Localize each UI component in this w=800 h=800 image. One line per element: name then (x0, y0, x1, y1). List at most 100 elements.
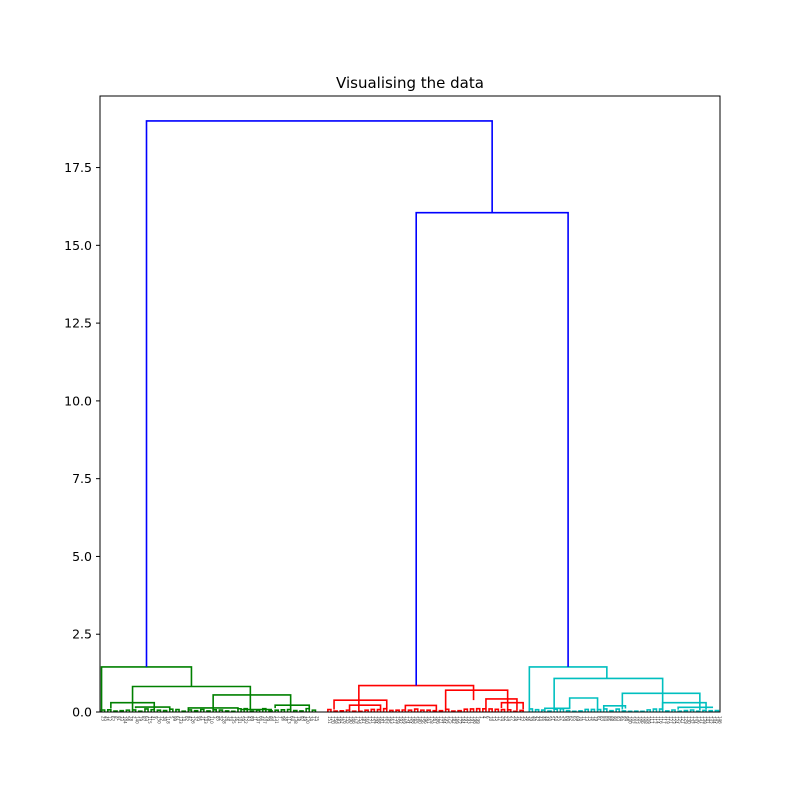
leaf-label: 118 (166, 716, 171, 724)
cluster-cyan-merge (661, 701, 707, 710)
y-tick-label: 15.0 (64, 238, 92, 253)
leaf-label: 30 (163, 716, 168, 722)
leaf-label: 147 (256, 716, 261, 724)
leaf-label: 179 (355, 716, 360, 724)
cluster-green-merge (212, 694, 292, 711)
leaf-label: 160 (364, 716, 369, 724)
cluster-green-leaf-merge (274, 709, 280, 712)
cluster-cyan-leaf-merge (540, 709, 546, 712)
leaf-label: 182 (451, 716, 456, 724)
leaf-label: 67 (110, 716, 115, 722)
leaf-label: 40 (531, 716, 536, 722)
leaf-label: 14 (181, 716, 186, 722)
leaf-label: 88 (609, 716, 614, 722)
cluster-red-merge (358, 684, 475, 712)
leaf-label: 102 (631, 716, 636, 724)
leaf-label: 72 (159, 716, 164, 722)
leaf-label: 29 (265, 716, 270, 722)
cluster-red-leaf-merge (506, 709, 512, 712)
cluster-cyan-merge (553, 677, 664, 711)
cluster-cyan-leaf-merge (590, 708, 596, 712)
leaf-label: 36 (525, 716, 530, 722)
leaf-label: 150 (156, 716, 161, 724)
leaf-label: 52 (218, 716, 223, 722)
cluster-cyan-merge (528, 666, 608, 712)
cluster-green-leaf-merge (150, 708, 156, 712)
cluster-cyan-leaf-merge (553, 708, 559, 712)
leaf-label: 108 (643, 716, 648, 724)
leaf-label: 60 (566, 716, 571, 722)
leaf-label: 123 (671, 716, 676, 724)
leaf-label: 199 (476, 716, 481, 724)
leaf-label: 159 (395, 716, 400, 724)
top-link-red-cyan (415, 211, 569, 686)
cluster-cyan-leaf-merge (615, 708, 621, 712)
leaf-label: 76 (590, 716, 595, 722)
cluster-cyan-merge (602, 704, 627, 711)
leaf-label: 65 (572, 716, 577, 722)
leaf-label: 92 (299, 716, 304, 722)
cluster-red-leaf-merge (475, 707, 481, 712)
leaf-label: 163 (389, 716, 394, 724)
leaf-label: 84 (603, 716, 608, 722)
leaf-label: 172 (457, 716, 462, 724)
leaf-label: 141 (705, 716, 710, 724)
leaf-label: 87 (141, 716, 146, 722)
cluster-green-leaf-merge (162, 709, 168, 712)
cluster-green-leaf-merge (243, 707, 249, 712)
leaf-label: 46 (541, 716, 546, 722)
leaf-label: 68 (206, 716, 211, 722)
leaf-label: 32 (519, 716, 524, 722)
leaf-label: 66 (259, 716, 264, 722)
leaf-label: 73 (584, 716, 589, 722)
leaf-label: 48 (544, 716, 549, 722)
cluster-cyan-merge (568, 697, 599, 711)
leaf-label: 132 (690, 716, 695, 724)
leaf-label: 11 (252, 716, 257, 722)
leaf-label: 120 (305, 716, 310, 724)
leaf-label: 156 (420, 716, 425, 724)
leaf-label: 56 (125, 716, 130, 722)
leaf-label: 168 (376, 716, 381, 724)
leaf-label: 61 (175, 716, 180, 722)
leaf-label: 74 (228, 716, 233, 722)
leaf-label: 131 (274, 716, 279, 724)
leaf-label: 145 (714, 716, 719, 724)
leaf-label: 25 (314, 716, 319, 722)
leaf-label: 171 (438, 716, 443, 724)
leaf-label: 28 (513, 716, 518, 722)
cluster-cyan-leaf-merge (584, 708, 590, 712)
leaf-label: 5 (169, 716, 174, 719)
cluster-green-leaf-merge (268, 710, 273, 712)
leaf-label: 129 (683, 716, 688, 724)
leaf-label: 109 (646, 716, 651, 724)
leaf-label: 44 (538, 716, 543, 722)
leaf-label: 35 (522, 716, 527, 722)
leaf-label: 91 (116, 716, 121, 722)
leaf-label: 104 (122, 716, 127, 724)
leaf-label: 176 (342, 716, 347, 724)
cluster-red-merge (485, 698, 518, 711)
y-tick-label: 10.0 (64, 393, 92, 408)
leaf-label: 175 (448, 716, 453, 724)
leaf-label: 89 (249, 716, 254, 722)
leaf-label: 186 (435, 716, 440, 724)
leaf-label: 43 (246, 716, 251, 722)
leaf-label: 19 (138, 716, 143, 722)
leaf-label: 196 (423, 716, 428, 724)
y-tick-label: 0.0 (72, 705, 92, 720)
cluster-red-leaf-merge (438, 709, 444, 712)
leaf-label: 3 (212, 716, 217, 719)
leaf-label: 75 (587, 716, 592, 722)
cluster-cyan-leaf-merge (652, 708, 658, 712)
leaf-label: 136 (696, 716, 701, 724)
leaf-label: 13 (491, 716, 496, 722)
leaf-label: 177 (392, 716, 397, 724)
leaf-label: 10 (488, 716, 493, 722)
leaf-label: 59 (240, 716, 245, 722)
leaf-label: 161 (426, 716, 431, 724)
cluster-green-leaf-merge (212, 709, 218, 712)
leaf-label: 164 (442, 716, 447, 724)
cluster-red-leaf-merge (444, 708, 450, 712)
cluster-cyan-leaf-merge (609, 709, 614, 712)
